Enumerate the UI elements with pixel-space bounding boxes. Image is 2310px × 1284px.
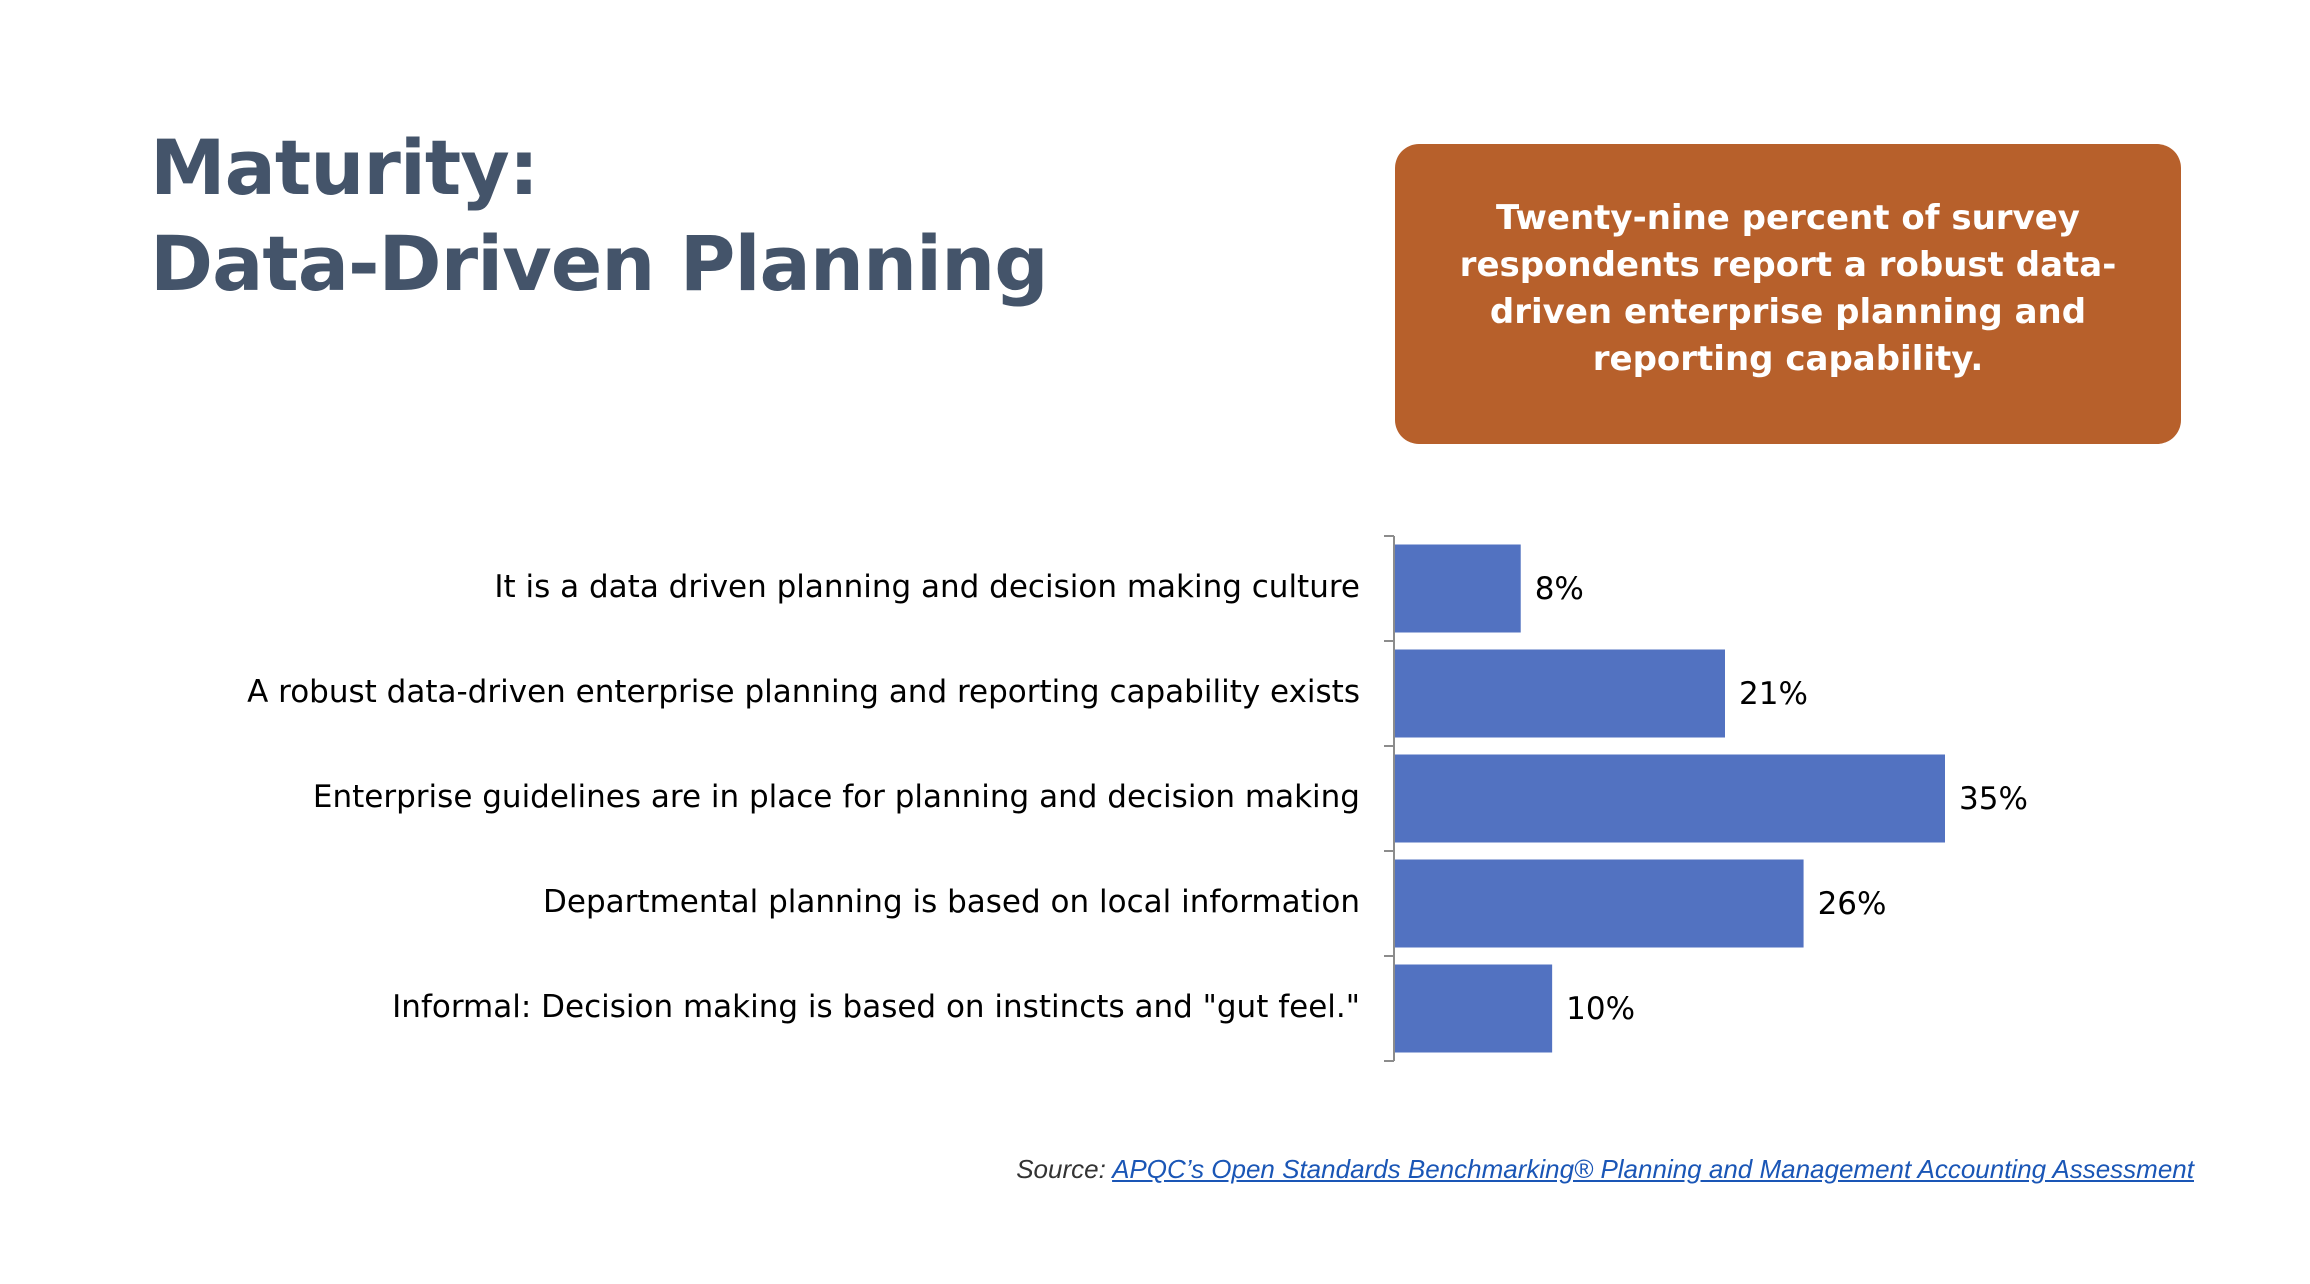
bar bbox=[1395, 544, 1521, 633]
source-note: Source: APQC’s Open Standards Benchmarki… bbox=[1016, 1154, 2194, 1185]
chart-axis bbox=[1384, 535, 1395, 1062]
data-label: 26% bbox=[1818, 886, 1887, 922]
callout-box: Twenty-nine percent of survey respondent… bbox=[1395, 144, 2181, 444]
category-label: It is a data driven planning and decisio… bbox=[494, 569, 1360, 605]
source-link[interactable]: APQC’s Open Standards Benchmarking® Plan… bbox=[1112, 1154, 2194, 1184]
category-label: A robust data-driven enterprise planning… bbox=[247, 674, 1360, 710]
category-label: Departmental planning is based on local … bbox=[543, 884, 1360, 920]
category-label: Enterprise guidelines are in place for p… bbox=[313, 779, 1360, 815]
data-label: 8% bbox=[1535, 571, 1584, 607]
bar bbox=[1395, 754, 1945, 843]
bar bbox=[1395, 859, 1804, 948]
chart-labels: It is a data driven planning and decisio… bbox=[247, 569, 2028, 1027]
title-line-2: Data-Driven Planning bbox=[150, 219, 1049, 308]
title-line-1: Maturity: bbox=[150, 123, 539, 212]
callout-text: Twenty-nine percent of survey respondent… bbox=[1459, 198, 2117, 379]
bar bbox=[1395, 964, 1553, 1053]
source-prefix: Source: bbox=[1016, 1154, 1106, 1184]
data-label: 35% bbox=[1959, 781, 2028, 817]
category-label: Informal: Decision making is based on in… bbox=[392, 989, 1360, 1025]
data-label: 21% bbox=[1739, 676, 1808, 712]
page-title: Maturity: Data-Driven Planning bbox=[150, 120, 1049, 312]
data-label: 10% bbox=[1566, 991, 1635, 1027]
bar bbox=[1395, 649, 1725, 738]
chart-bars bbox=[1395, 544, 1945, 1053]
